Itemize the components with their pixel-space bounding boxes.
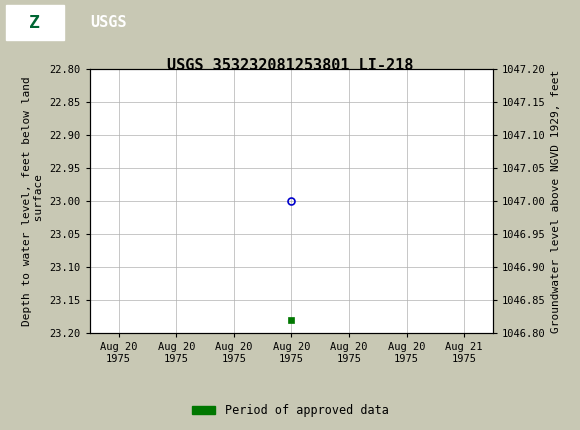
Text: USGS: USGS <box>90 15 126 30</box>
Y-axis label: Depth to water level, feet below land
 surface: Depth to water level, feet below land su… <box>23 76 44 326</box>
Text: Z: Z <box>30 14 40 31</box>
Text: USGS 353232081253801 LI-218: USGS 353232081253801 LI-218 <box>167 58 413 73</box>
Legend: Period of approved data: Period of approved data <box>187 399 393 422</box>
FancyBboxPatch shape <box>6 6 64 40</box>
Y-axis label: Groundwater level above NGVD 1929, feet: Groundwater level above NGVD 1929, feet <box>552 69 561 333</box>
